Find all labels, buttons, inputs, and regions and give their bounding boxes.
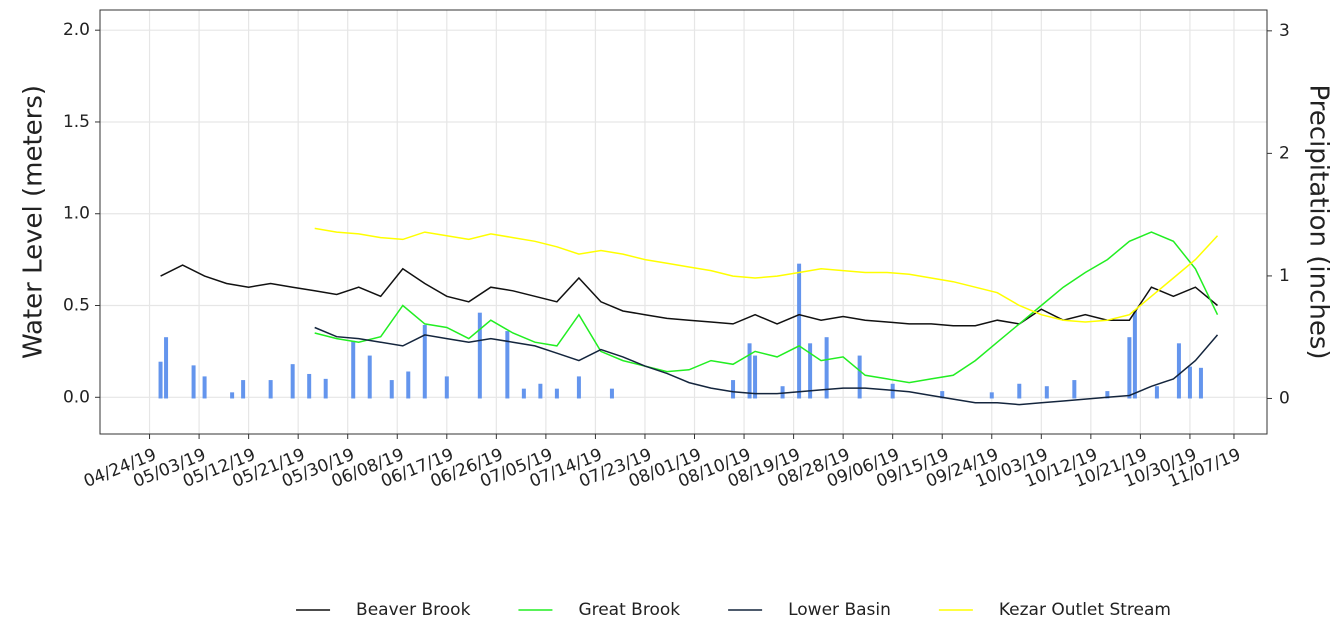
precip-bar <box>290 364 295 399</box>
precip-bar <box>1132 310 1137 399</box>
plot-border <box>99 9 1268 435</box>
precip-bar <box>576 376 581 399</box>
precip-bar <box>444 376 449 399</box>
precip-bar <box>857 355 862 399</box>
precip-bar <box>351 340 356 399</box>
precip-bar <box>538 383 543 399</box>
legend-label: Lower Basin <box>788 600 891 620</box>
precip-bar <box>1044 386 1049 399</box>
precip-bar <box>477 312 482 399</box>
y-tick-label: 1.0 <box>63 204 90 224</box>
y-tick-label: 0.0 <box>63 387 90 407</box>
precip-bar <box>367 355 372 399</box>
series-line <box>314 231 1219 384</box>
precip-bar <box>422 324 427 399</box>
y2-tick-label: 3 <box>1279 21 1290 41</box>
precip-bar <box>268 380 273 399</box>
precip-bar <box>307 373 312 399</box>
series-line <box>314 326 1219 406</box>
precip-bar <box>1017 383 1022 399</box>
y2-tick-label: 0 <box>1279 388 1290 408</box>
precip-bar <box>989 392 994 399</box>
precip-bar <box>808 343 813 399</box>
y-tick-label: 1.5 <box>63 112 90 132</box>
y-tick-label: 2.0 <box>63 20 90 40</box>
precip-bar <box>554 388 559 399</box>
precip-bar <box>747 343 752 399</box>
precip-bar <box>797 263 802 399</box>
precip-bar <box>521 388 526 399</box>
legend-label: Kezar Outlet Stream <box>999 600 1171 620</box>
precip-bar <box>753 355 758 399</box>
precip-bar <box>406 371 411 399</box>
precip-bar <box>609 388 614 399</box>
precip-bar <box>940 391 945 399</box>
legend-label: Great Brook <box>578 600 680 620</box>
precip-bar <box>1127 337 1132 399</box>
precip-bar <box>164 337 169 399</box>
precip-bar <box>158 361 163 399</box>
precip-bar <box>1154 386 1159 399</box>
precip-bar <box>1176 343 1181 399</box>
precip-bar <box>505 331 510 399</box>
y-tick-label: 0.5 <box>63 296 90 316</box>
precip-bar <box>780 386 785 399</box>
y2-axis-title: Precipitation (inches) <box>1304 84 1334 359</box>
y2-tick-label: 2 <box>1279 143 1290 163</box>
precip-bar <box>1072 380 1077 399</box>
precip-bar <box>1198 367 1203 399</box>
precip-bar <box>824 337 829 399</box>
y2-tick-label: 1 <box>1279 266 1290 286</box>
precip-bar <box>241 380 246 399</box>
precip-bar <box>389 380 394 399</box>
precip-bar <box>731 380 736 399</box>
precip-bar <box>202 376 207 399</box>
precip-bar <box>1105 391 1110 399</box>
precip-bar <box>191 365 196 399</box>
series-line <box>314 227 1219 323</box>
legend: Beaver Brook Great Brook Lower Basin Kezar … <box>296 600 1171 620</box>
precip-bar <box>323 378 328 399</box>
y-axis-title: Water Level (meters) <box>19 85 49 359</box>
series-line <box>160 264 1218 327</box>
precip-bar <box>230 392 235 399</box>
precip-bar <box>1187 366 1192 399</box>
legend-label: Beaver Brook <box>356 600 471 620</box>
